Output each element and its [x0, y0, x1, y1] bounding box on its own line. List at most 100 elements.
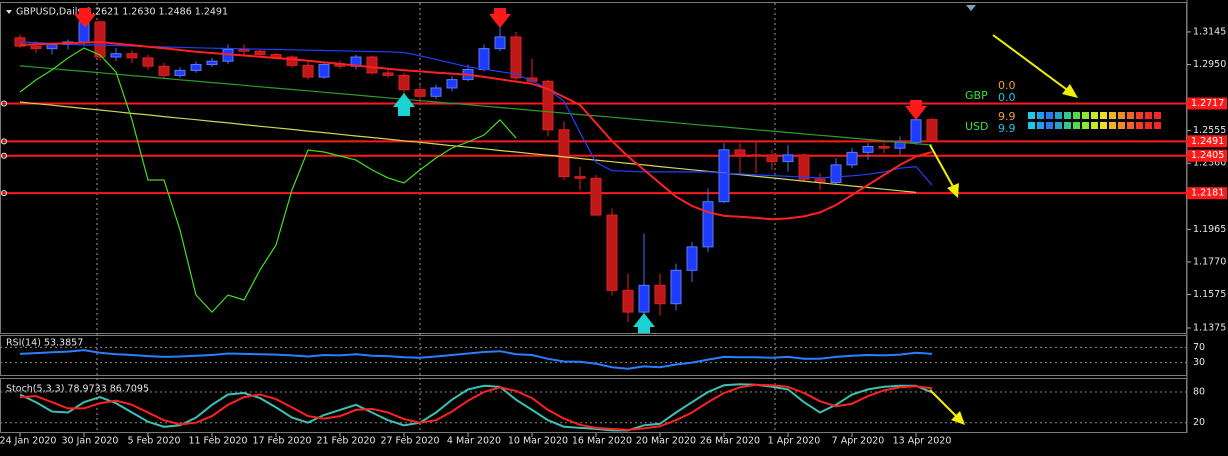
level-label: 1.2181: [1191, 188, 1224, 199]
strength-value: 9.9: [998, 110, 1016, 123]
strength-cell: [1154, 112, 1161, 119]
strength-cell: [1118, 122, 1125, 129]
candle-body: [766, 154, 778, 163]
x-tick-label: 1 Apr 2020: [768, 436, 821, 447]
candle-body: [910, 119, 922, 143]
strength-cell: [1136, 122, 1143, 129]
y-tick-label: 1.2360: [1193, 158, 1226, 169]
candle-body: [206, 60, 218, 66]
candle-body: [158, 65, 170, 76]
strength-cell: [1109, 112, 1116, 119]
y-tick-label: 80: [1193, 386, 1205, 397]
x-tick-label: 26 Mar 2020: [700, 436, 760, 447]
y-tick-label: 1.3145: [1193, 26, 1226, 37]
level-handle: [1, 100, 7, 107]
candle-body: [238, 48, 250, 52]
strength-value: 9.9: [998, 122, 1016, 135]
x-tick-label: 16 Mar 2020: [572, 436, 632, 447]
candle-body: [750, 154, 762, 157]
candle-body: [638, 284, 650, 313]
strength-cell: [1055, 122, 1062, 129]
currency-name: GBP: [965, 89, 988, 102]
strength-cell: [1037, 112, 1044, 119]
strength-cell: [1127, 122, 1134, 129]
y-tick-label: 70: [1193, 342, 1205, 353]
candle-body: [494, 36, 506, 50]
candle-body: [478, 48, 490, 71]
candle-body: [94, 21, 106, 58]
level-label: 1.2717: [1191, 98, 1224, 109]
candle-body: [670, 269, 682, 305]
shift-marker: [966, 5, 976, 11]
candle-body: [190, 64, 202, 71]
candle-body: [366, 56, 378, 74]
indicator-line: [19, 383, 933, 431]
candle-body: [510, 36, 522, 79]
indicator-line: [19, 65, 933, 146]
candle-body: [254, 50, 266, 56]
y-tick-label: 1.2950: [1193, 59, 1226, 70]
candle-body: [782, 154, 794, 163]
candle-body: [830, 164, 842, 183]
strength-cell: [1064, 122, 1071, 129]
candle-body: [414, 89, 426, 97]
strength-cell: [1082, 112, 1089, 119]
candle-body: [654, 284, 666, 305]
indicator-line: [19, 349, 933, 370]
strength-cell: [1028, 122, 1035, 129]
chart-title: GBPUSD,Daily 1.2621 1.2630 1.2486 1.2491: [16, 7, 228, 18]
candle-body: [702, 201, 714, 248]
candle-body: [382, 72, 394, 76]
candle-body: [318, 64, 330, 78]
candle-body: [798, 154, 810, 180]
strength-cell: [1109, 122, 1116, 129]
x-tick-label: 7 Apr 2020: [832, 436, 885, 447]
x-tick-label: 27 Feb 2020: [380, 436, 439, 447]
indicator-line: [19, 383, 933, 432]
level-tag: [1187, 149, 1227, 162]
candle-body: [430, 87, 442, 97]
strength-cell: [1091, 112, 1098, 119]
candle-body: [174, 69, 186, 76]
candle-body: [558, 129, 570, 178]
trend-arrows: [929, 34, 1078, 425]
candle-body: [446, 79, 458, 89]
annotations: [74, 8, 1078, 425]
y-tick-label: 1.2555: [1193, 125, 1226, 136]
fractal-down: [74, 8, 927, 120]
x-tick-label: 20 Mar 2020: [636, 436, 696, 447]
strength-cell: [1046, 122, 1053, 129]
strength-value: 0.0: [998, 79, 1016, 92]
candle-body: [846, 151, 858, 166]
level-handle: [1, 190, 7, 197]
candle-body: [286, 56, 298, 66]
candle-body: [926, 119, 938, 142]
candle-body: [718, 149, 730, 203]
level-label: 1.2405: [1191, 150, 1224, 161]
fractal-up: [393, 93, 655, 333]
strength-cell: [1064, 112, 1071, 119]
candle-body: [142, 57, 154, 67]
x-tick-label: 13 Apr 2020: [893, 436, 952, 447]
x-tick-label: 4 Mar 2020: [447, 436, 501, 447]
y-tick-label: 30: [1193, 357, 1205, 368]
candle-body: [110, 53, 122, 58]
currency-name: USD: [965, 120, 989, 133]
strength-cell: [1100, 122, 1107, 129]
strength-cell: [1037, 122, 1044, 129]
candle-body: [734, 149, 746, 156]
x-tick-label: 11 Feb 2020: [188, 436, 247, 447]
level-tag: [1187, 187, 1227, 200]
indicator-line: [19, 47, 517, 313]
candle-body: [126, 53, 138, 59]
x-tick-label: 30 Jan 2020: [62, 436, 119, 447]
strength-cell: [1082, 122, 1089, 129]
panel-title: RSI(14) 53.3857: [6, 338, 83, 349]
x-tick-label: 5 Feb 2020: [127, 436, 180, 447]
indicator-line: [19, 101, 917, 193]
x-tick-label: 10 Mar 2020: [508, 436, 568, 447]
candle-body: [606, 214, 618, 291]
level-handle: [1, 138, 7, 145]
